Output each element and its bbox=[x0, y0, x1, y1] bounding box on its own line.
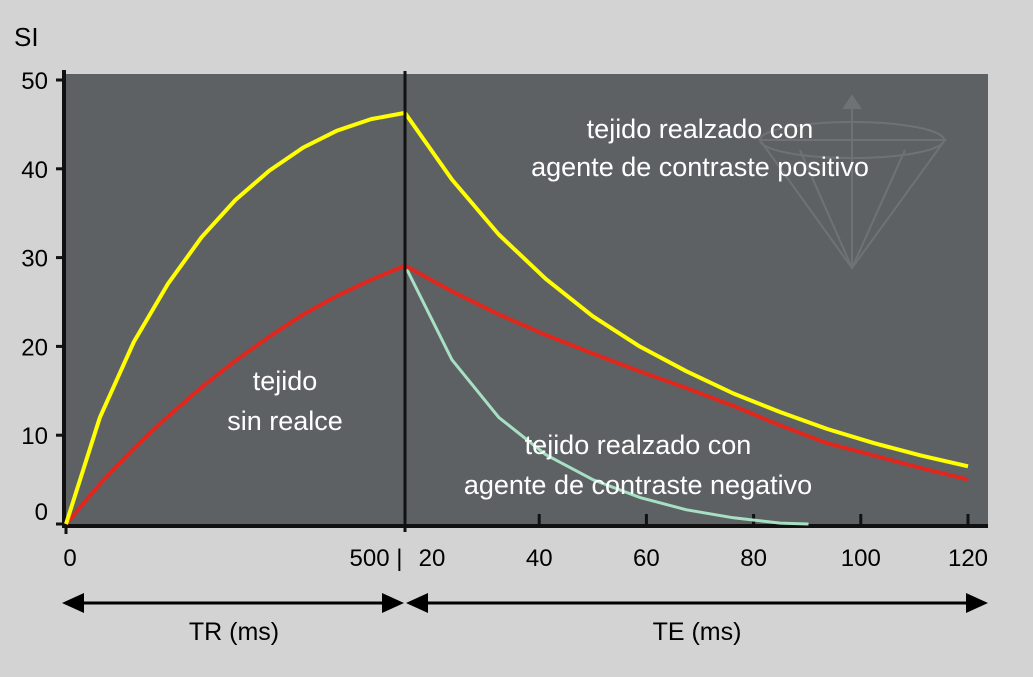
series-line-unenhanced-tr bbox=[64, 263, 406, 526]
annotation-positive-line1: tejido realzado con bbox=[587, 114, 814, 144]
series-line-positive-tr bbox=[64, 110, 406, 525]
series-line-unenhanced-te bbox=[404, 263, 969, 482]
tr-axis-label: TR (ms) bbox=[189, 618, 279, 646]
te-axis-label: TE (ms) bbox=[653, 618, 742, 646]
y-tick-label: 40 bbox=[21, 157, 48, 184]
plot-area bbox=[66, 74, 988, 524]
y-axis: 0 10 20 30 40 50 bbox=[21, 68, 66, 526]
annotation-positive-line2: agente de contraste positivo bbox=[531, 152, 869, 182]
annotation-negative-line1: tejido realzado con bbox=[525, 430, 752, 460]
annotation-negative-line2: agente de contraste negativo bbox=[464, 470, 812, 500]
x-tick-label-te: 80 bbox=[740, 545, 767, 572]
x-tick-label-te: 100 bbox=[841, 545, 881, 572]
x-tick-label-tr: 0 bbox=[63, 545, 76, 572]
x-tick-label-tr: 500 | bbox=[350, 545, 403, 572]
y-tick-label: 50 bbox=[21, 68, 48, 95]
x-tick-label-te: 40 bbox=[526, 545, 553, 572]
y-tick-label: 0 bbox=[35, 499, 48, 526]
y-axis-label: SI bbox=[14, 22, 39, 52]
annotation-unenhanced-line1: tejido bbox=[253, 366, 318, 396]
series-line-positive-te bbox=[403, 111, 969, 469]
y-tick-label: 10 bbox=[21, 423, 48, 450]
watermark-diamond bbox=[758, 94, 947, 270]
x-tick-label-te: 60 bbox=[633, 545, 660, 572]
tr-range-arrow bbox=[62, 593, 404, 613]
series-line-negative-te bbox=[403, 264, 809, 526]
y-tick-label: 30 bbox=[21, 246, 48, 273]
x-tick-label-te: 20 bbox=[419, 545, 446, 572]
x-axis: 0 500 | 20 40 60 80 100 120 bbox=[62, 514, 988, 572]
te-range-arrow bbox=[406, 593, 988, 613]
x-tick-label-te: 120 bbox=[948, 545, 988, 572]
y-tick-label: 20 bbox=[21, 334, 48, 361]
annotation-unenhanced-line2: sin realce bbox=[227, 406, 343, 436]
series-layer bbox=[64, 110, 969, 526]
